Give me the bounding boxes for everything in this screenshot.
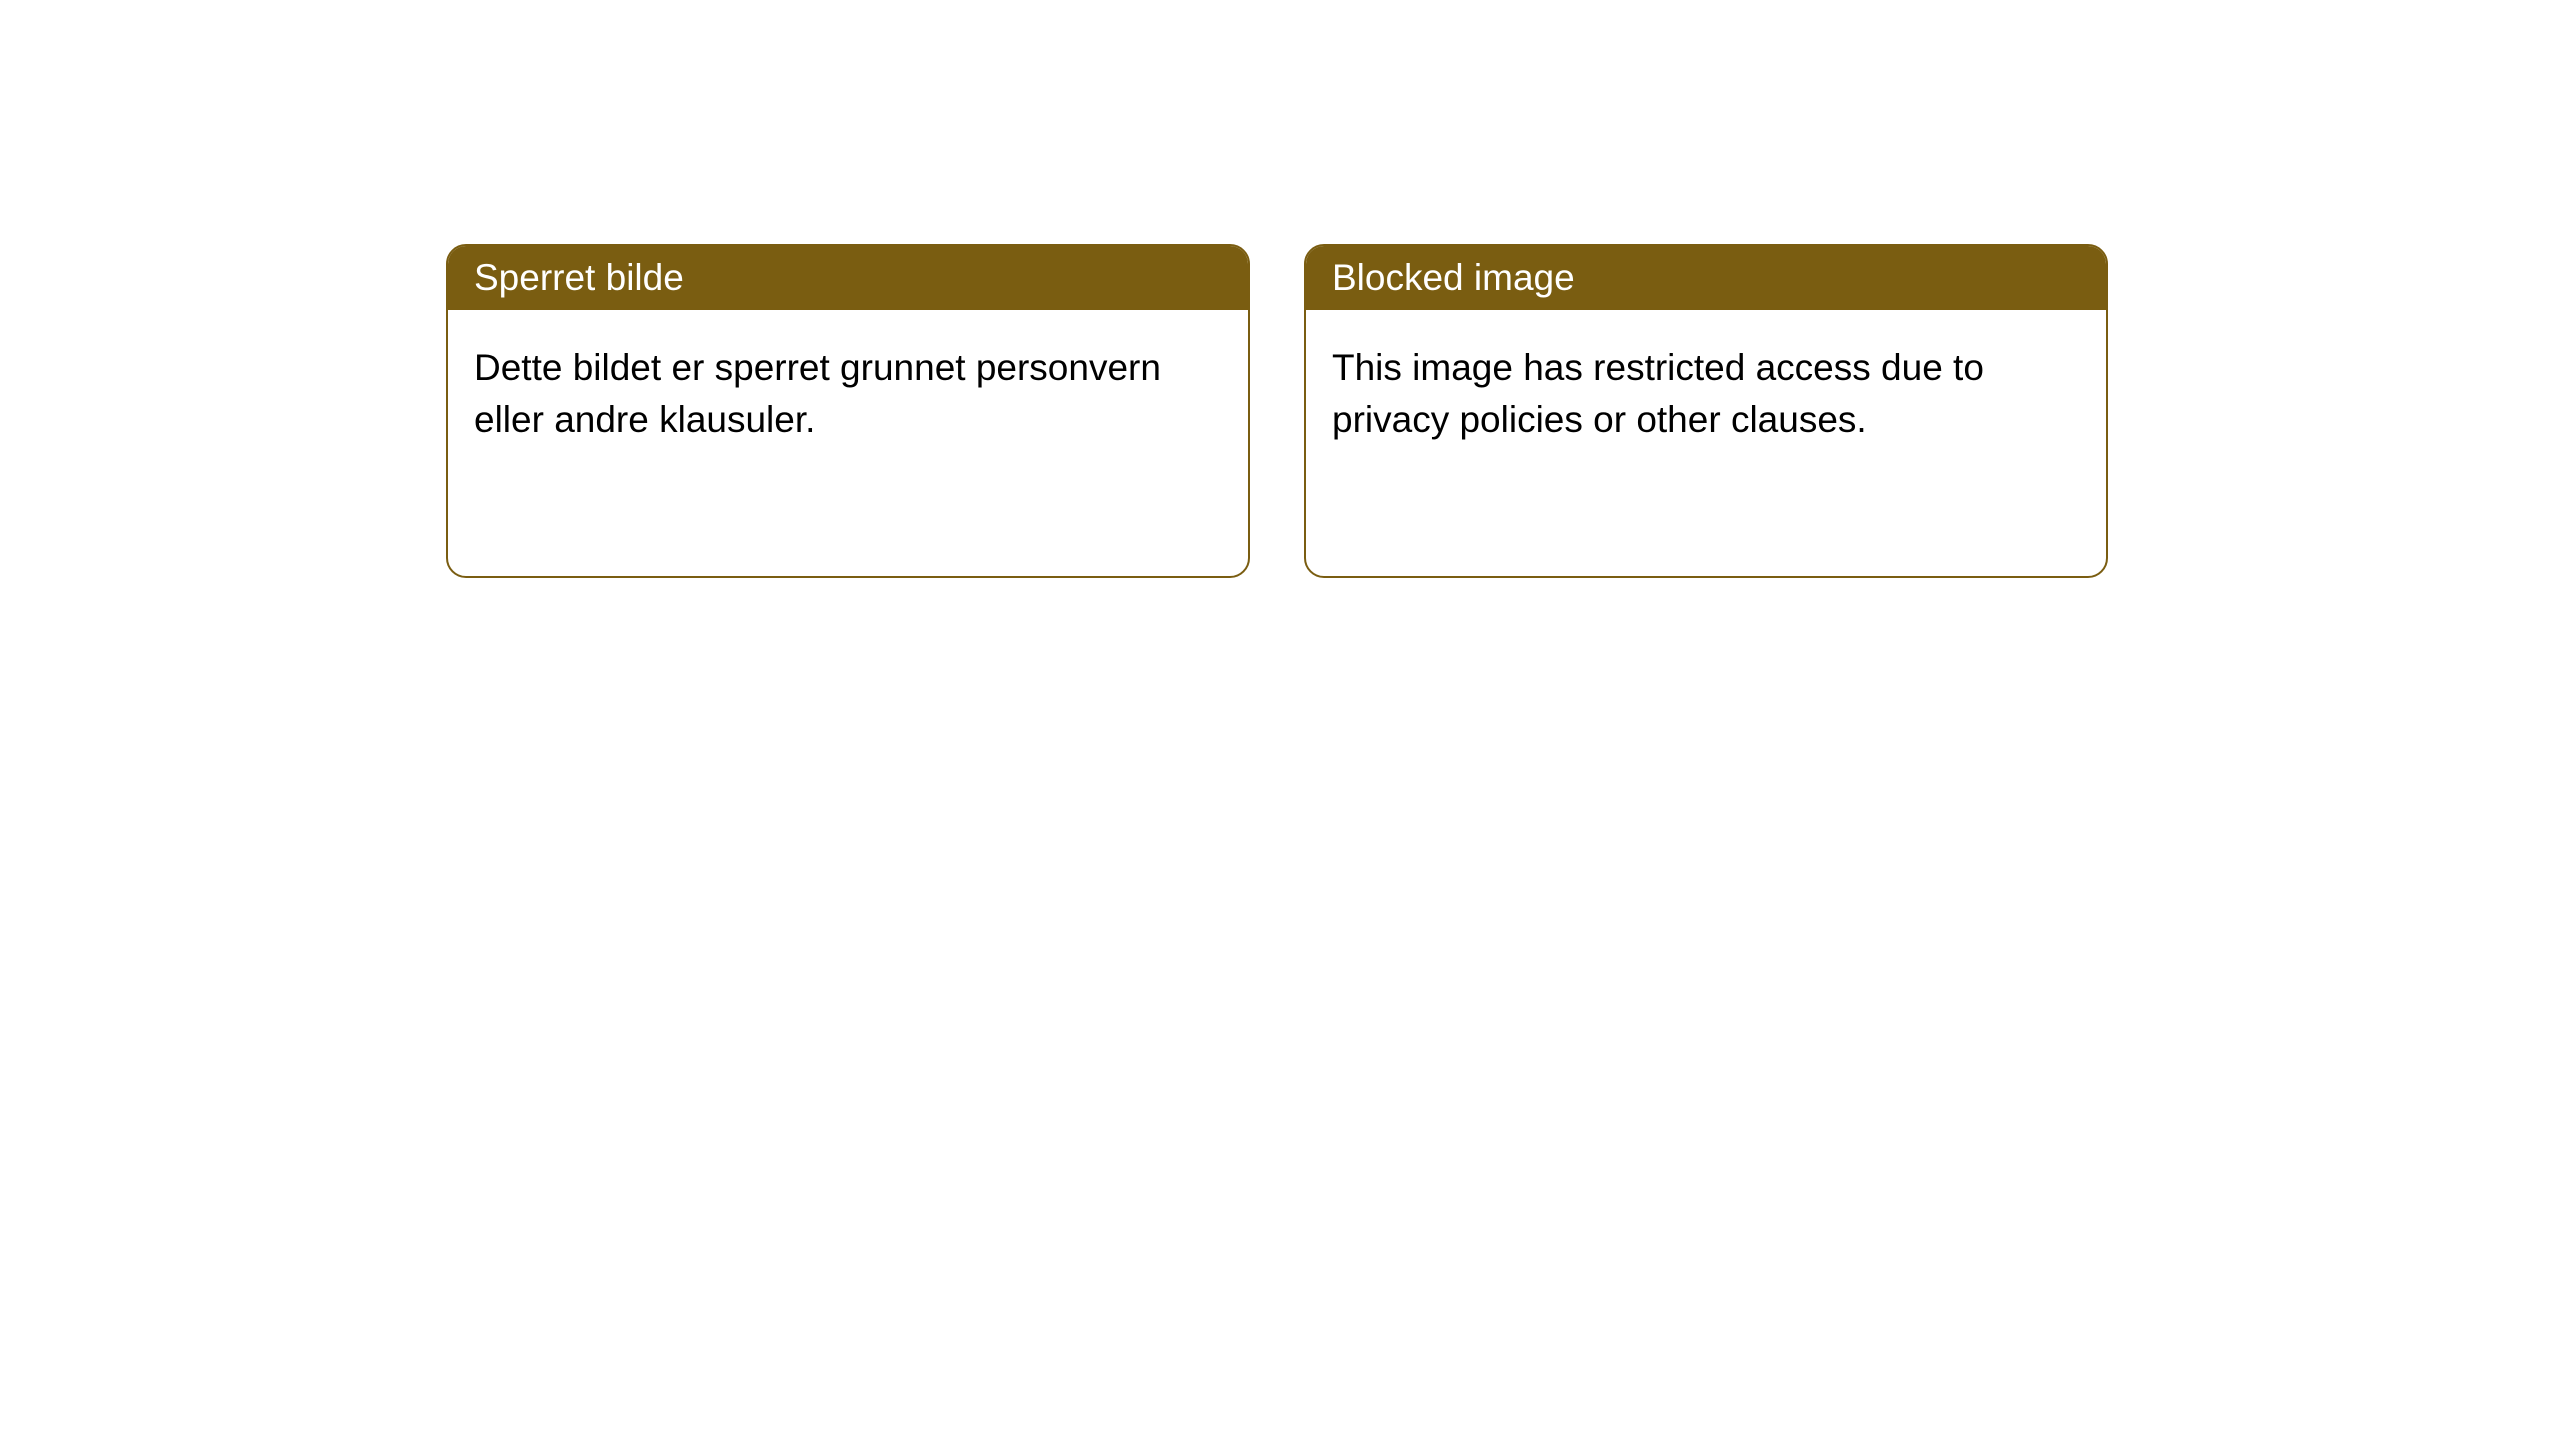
cards-container: Sperret bilde Dette bildet er sperret gr…: [0, 0, 2560, 578]
card-body-text: This image has restricted access due to …: [1332, 347, 1984, 440]
card-body: Dette bildet er sperret grunnet personve…: [448, 310, 1248, 478]
card-body: This image has restricted access due to …: [1306, 310, 2106, 478]
card-body-text: Dette bildet er sperret grunnet personve…: [474, 347, 1161, 440]
card-header: Sperret bilde: [448, 246, 1248, 310]
blocked-image-card-en: Blocked image This image has restricted …: [1304, 244, 2108, 578]
card-title: Sperret bilde: [474, 257, 684, 298]
blocked-image-card-no: Sperret bilde Dette bildet er sperret gr…: [446, 244, 1250, 578]
card-title: Blocked image: [1332, 257, 1575, 298]
card-header: Blocked image: [1306, 246, 2106, 310]
